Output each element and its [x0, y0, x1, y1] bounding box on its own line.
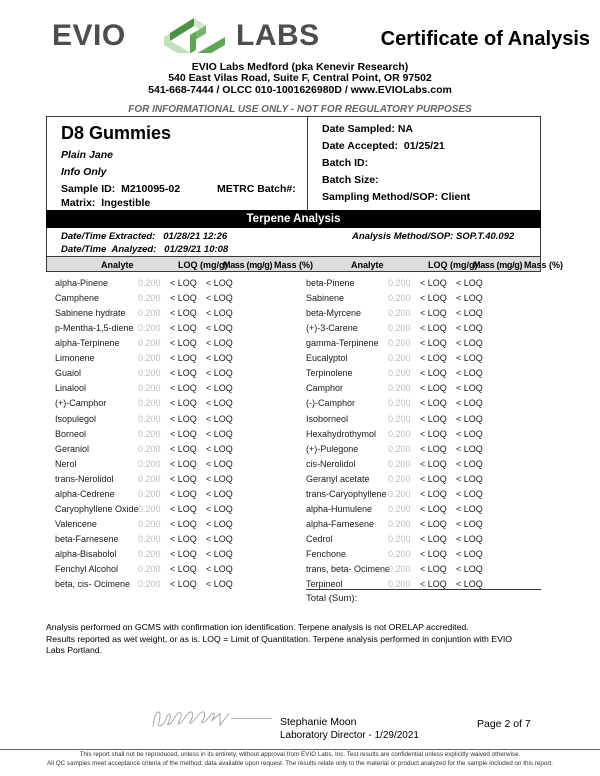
svg-text:EVIO: EVIO — [52, 19, 126, 52]
svg-text:LABS: LABS — [236, 19, 320, 52]
